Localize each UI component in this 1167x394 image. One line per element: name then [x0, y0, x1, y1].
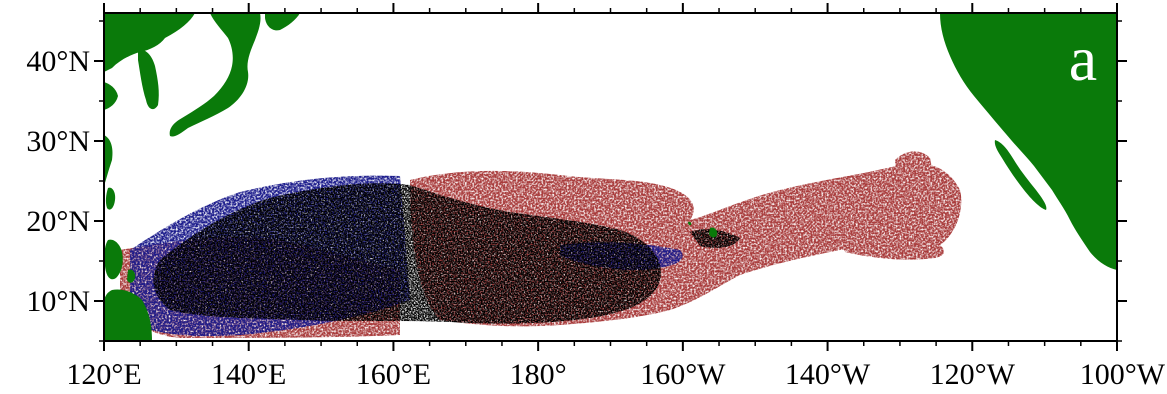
china-coast	[104, 82, 118, 110]
korea-peninsula	[138, 49, 159, 110]
y-tick-label: 20°N	[26, 205, 90, 238]
x-tick-label: 120°W	[930, 358, 1016, 391]
philippines-mindoro	[127, 269, 136, 283]
gulf-of-california	[1012, 146, 1056, 206]
y-tick-label: 40°N	[26, 45, 90, 78]
asia-mainland	[104, 13, 195, 72]
y-tick-label: 30°N	[26, 125, 90, 158]
hokkaido	[265, 13, 300, 31]
x-tick-label: 160°E	[356, 358, 431, 391]
philippines-south	[104, 289, 152, 341]
land-masses	[104, 13, 1117, 341]
x-tick-label: 160°W	[640, 358, 726, 391]
x-tick-label: 100°W	[1080, 358, 1166, 391]
north-america	[940, 13, 1117, 270]
taiwan	[105, 187, 116, 210]
x-tick-label: 180°	[510, 358, 567, 391]
china-south-coast	[104, 135, 113, 186]
x-axis: 120°E 140°E 160°E 180° 160°W 140°W 120°W 100°W	[66, 3, 1166, 391]
y-axis: 10°N 20°N 30°N 40°N	[26, 20, 1127, 342]
x-tick-label: 120°E	[66, 358, 141, 391]
philippines-luzon	[104, 239, 123, 280]
x-tick-label: 140°W	[785, 358, 871, 391]
japan-islands	[169, 13, 261, 137]
x-tick-label: 140°E	[211, 358, 286, 391]
panel-label: a	[1069, 23, 1097, 94]
y-tick-label: 10°N	[26, 285, 90, 318]
hawaii	[709, 227, 718, 238]
black-cluster	[153, 183, 740, 324]
hawaii-small	[688, 221, 692, 226]
baja-california	[994, 140, 1047, 210]
